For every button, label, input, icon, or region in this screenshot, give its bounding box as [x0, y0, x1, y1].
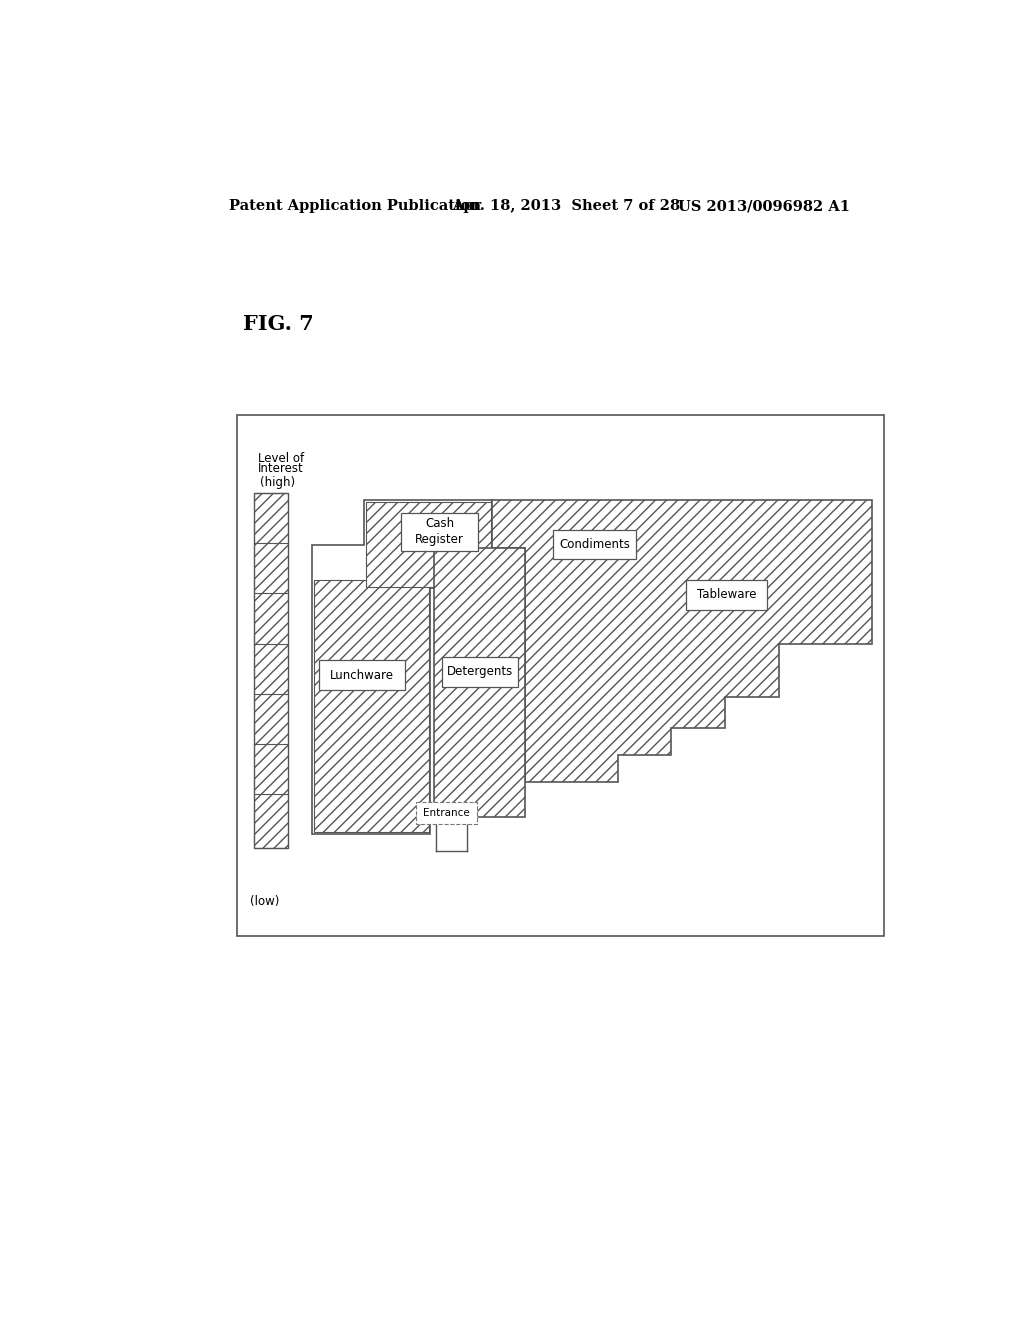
Bar	[417, 803, 477, 824]
Text: Entrance: Entrance	[423, 808, 470, 818]
Text: (low): (low)	[251, 895, 280, 908]
Bar	[319, 660, 404, 689]
Text: Cash
Register: Cash Register	[415, 517, 464, 546]
Text: Patent Application Publication: Patent Application Publication	[228, 199, 480, 213]
Bar	[686, 581, 767, 610]
Bar	[553, 529, 636, 558]
Text: Condiments: Condiments	[559, 537, 630, 550]
Text: US 2013/0096982 A1: US 2013/0096982 A1	[678, 199, 850, 213]
Polygon shape	[434, 548, 524, 817]
Text: Detergents: Detergents	[446, 665, 513, 678]
Text: (high): (high)	[260, 477, 295, 490]
Bar	[237, 414, 884, 936]
Text: Lunchware: Lunchware	[330, 668, 394, 681]
Bar	[442, 657, 518, 686]
Text: FIG. 7: FIG. 7	[243, 314, 313, 334]
Text: Level of: Level of	[258, 453, 304, 465]
Polygon shape	[311, 500, 493, 834]
Text: Interest: Interest	[258, 462, 303, 475]
Text: Apr. 18, 2013  Sheet 7 of 28: Apr. 18, 2013 Sheet 7 of 28	[452, 199, 680, 213]
Bar	[254, 494, 289, 847]
Text: Tableware: Tableware	[697, 589, 757, 602]
Bar	[400, 512, 478, 552]
Polygon shape	[366, 502, 490, 586]
Polygon shape	[314, 581, 429, 832]
Polygon shape	[493, 500, 872, 781]
